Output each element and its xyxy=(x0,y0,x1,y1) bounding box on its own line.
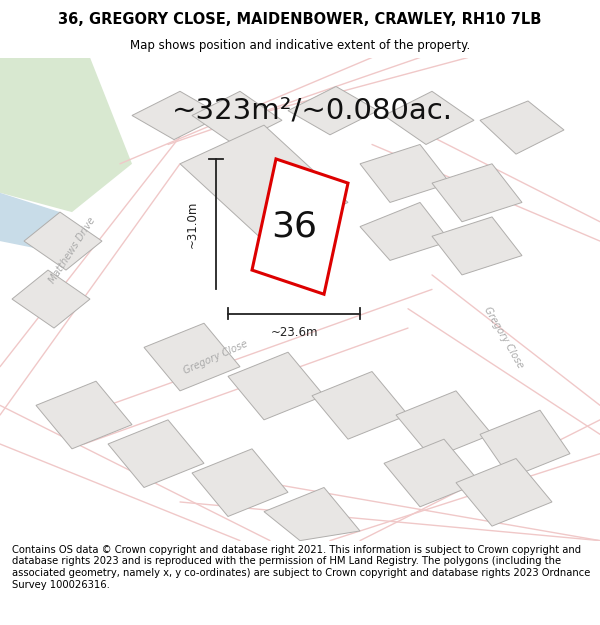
Polygon shape xyxy=(480,101,564,154)
Text: Contains OS data © Crown copyright and database right 2021. This information is : Contains OS data © Crown copyright and d… xyxy=(12,545,590,589)
Polygon shape xyxy=(360,202,450,261)
Polygon shape xyxy=(132,91,222,139)
Polygon shape xyxy=(480,410,570,478)
Polygon shape xyxy=(192,449,288,516)
Polygon shape xyxy=(192,91,282,144)
Polygon shape xyxy=(384,91,474,144)
Text: Gregory Close: Gregory Close xyxy=(482,305,526,370)
Polygon shape xyxy=(312,371,408,439)
Polygon shape xyxy=(180,125,348,241)
Polygon shape xyxy=(360,144,450,202)
Polygon shape xyxy=(0,192,60,251)
Polygon shape xyxy=(288,86,378,135)
Polygon shape xyxy=(24,212,102,270)
Polygon shape xyxy=(0,58,132,212)
Text: 36, GREGORY CLOSE, MAIDENBOWER, CRAWLEY, RH10 7LB: 36, GREGORY CLOSE, MAIDENBOWER, CRAWLEY,… xyxy=(58,11,542,26)
Text: Gregory Close: Gregory Close xyxy=(182,338,250,376)
Polygon shape xyxy=(108,420,204,488)
Polygon shape xyxy=(252,159,348,294)
Polygon shape xyxy=(432,217,522,275)
Polygon shape xyxy=(12,270,90,328)
Polygon shape xyxy=(456,459,552,526)
Text: ~23.6m: ~23.6m xyxy=(270,326,318,339)
Polygon shape xyxy=(384,439,480,507)
Polygon shape xyxy=(396,391,492,459)
Text: Map shows position and indicative extent of the property.: Map shows position and indicative extent… xyxy=(130,39,470,52)
Text: Matthews Drive: Matthews Drive xyxy=(47,216,97,286)
Text: ~31.0m: ~31.0m xyxy=(186,201,199,248)
Polygon shape xyxy=(432,164,522,222)
Polygon shape xyxy=(144,323,240,391)
Polygon shape xyxy=(36,381,132,449)
Text: 36: 36 xyxy=(271,209,317,244)
Polygon shape xyxy=(228,352,324,420)
Polygon shape xyxy=(264,488,360,541)
Text: ~323m²/~0.080ac.: ~323m²/~0.080ac. xyxy=(172,96,452,124)
